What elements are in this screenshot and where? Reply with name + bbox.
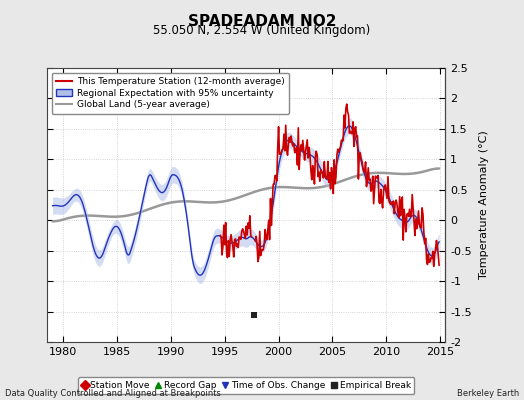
Text: 55.050 N, 2.554 W (United Kingdom): 55.050 N, 2.554 W (United Kingdom) [154, 24, 370, 37]
Text: Data Quality Controlled and Aligned at Breakpoints: Data Quality Controlled and Aligned at B… [5, 389, 221, 398]
Text: Berkeley Earth: Berkeley Earth [456, 389, 519, 398]
Y-axis label: Temperature Anomaly (°C): Temperature Anomaly (°C) [479, 131, 489, 279]
Text: SPADEADAM NO2: SPADEADAM NO2 [188, 14, 336, 29]
Legend: Station Move, Record Gap, Time of Obs. Change, Empirical Break: Station Move, Record Gap, Time of Obs. C… [78, 378, 414, 394]
